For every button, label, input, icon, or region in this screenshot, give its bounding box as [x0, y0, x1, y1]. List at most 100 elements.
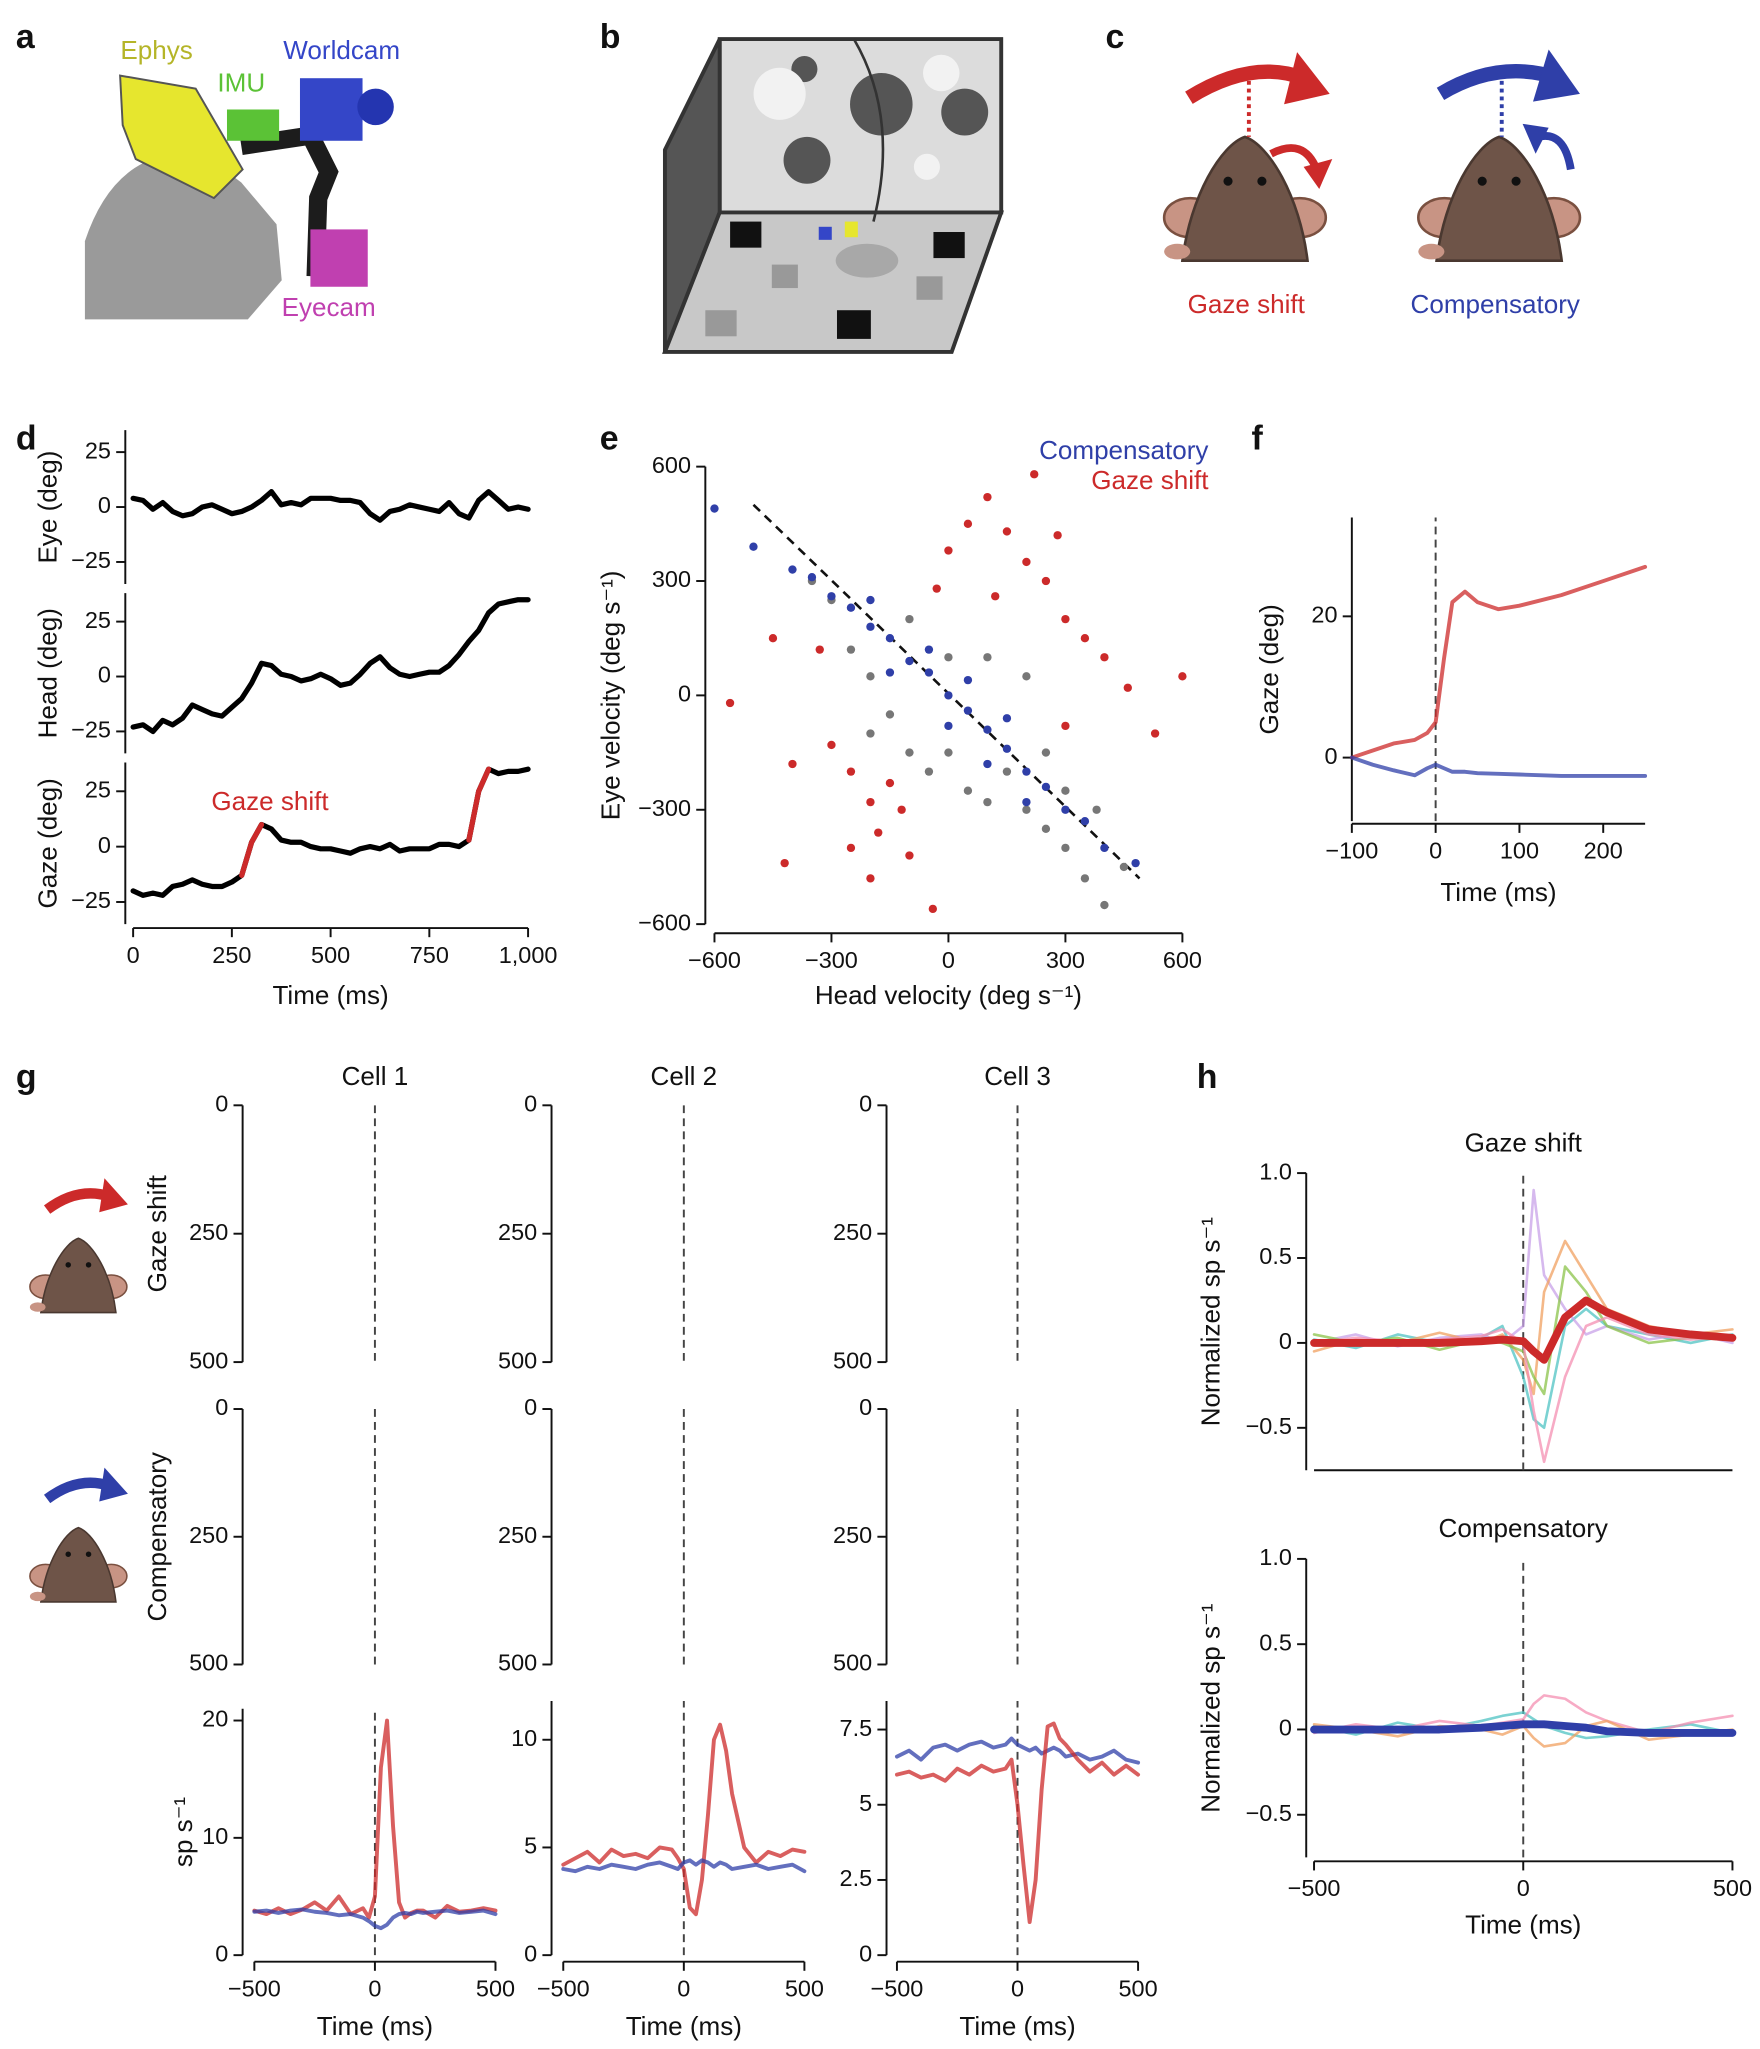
scatter-point [991, 592, 1000, 601]
arrow-head [1284, 52, 1330, 105]
y-tick-label: 0 [215, 1091, 228, 1117]
device-label: Ephys [120, 35, 192, 65]
y-tick-label: 10 [511, 1725, 537, 1751]
device-label: Eyecam [282, 292, 376, 322]
scatter-point [905, 851, 914, 860]
scatter-point [897, 805, 906, 814]
scatter-point [780, 858, 789, 868]
y-tick-label: 250 [189, 1522, 228, 1548]
scatter-point [905, 748, 914, 757]
scatter-point [1002, 527, 1012, 536]
line-series [1349, 755, 1648, 778]
y-tick-label: 20 [1311, 602, 1337, 628]
scatter-point [874, 828, 883, 837]
scatter-point [1061, 843, 1070, 853]
line-series [130, 597, 531, 735]
scatter-point [963, 786, 973, 795]
scatter-point [1080, 634, 1090, 643]
panel-label: f [1251, 420, 1263, 458]
scatter-point [924, 668, 934, 677]
line-series [1312, 1307, 1734, 1430]
mouse-head [29, 1237, 128, 1314]
scatter-point [1002, 744, 1012, 753]
block [730, 221, 762, 248]
scatter-point [885, 710, 895, 719]
y-tick-label: −0.5 [1246, 1413, 1292, 1439]
scatter-point [788, 565, 797, 574]
y-tick-label: 0 [859, 1394, 872, 1420]
scatter-point [983, 759, 992, 769]
scatter-point [983, 797, 992, 807]
scatter-point [815, 645, 824, 654]
y-tick-label: 20 [202, 1706, 228, 1732]
y-tick-label: −300 [638, 795, 691, 821]
x-axis-label: Time (ms) [317, 2011, 433, 2041]
scatter-point [1061, 786, 1070, 795]
scatter-point [827, 592, 836, 601]
tether [852, 38, 885, 222]
scatter-point [866, 797, 875, 807]
y-tick-label: 300 [652, 566, 691, 592]
line-series [1349, 564, 1648, 760]
scatter-point [1022, 672, 1031, 681]
scatter-point [1030, 470, 1039, 479]
scatter-point [866, 729, 875, 738]
x-tick-label: 0 [942, 947, 955, 973]
y-tick-label: 0.5 [1259, 1243, 1292, 1269]
scatter-point [1002, 767, 1012, 776]
scatter-point [866, 874, 875, 883]
scatter-point [905, 614, 914, 624]
block [705, 310, 737, 337]
scatter-point [1041, 782, 1051, 792]
ephys-part [844, 221, 858, 238]
device-label: Worldcam [283, 35, 400, 65]
x-tick-label: 0 [1517, 1875, 1530, 1901]
x-tick-label: −300 [805, 947, 858, 973]
scatter-point [1100, 653, 1109, 662]
wall-spot [913, 153, 940, 180]
y-tick-label: 500 [189, 1650, 228, 1676]
reference-line [752, 503, 1141, 880]
y-axis-label: Gaze (deg) [1254, 604, 1284, 734]
wall-spot [850, 72, 913, 136]
x-tick-label: −100 [1325, 838, 1378, 864]
scatter-point [963, 706, 973, 715]
arena-illustration [662, 37, 1004, 354]
raster-icons [29, 1178, 128, 1603]
x-tick-label: 0 [368, 1976, 381, 2002]
wall-spot [753, 67, 806, 120]
scatter-point [866, 595, 875, 605]
scatter-point [846, 603, 856, 612]
y-tick-label: 500 [498, 1347, 537, 1373]
scatter-point [885, 634, 895, 643]
y-axis-label: Normalized sp s⁻¹ [1195, 1603, 1225, 1812]
y-tick-label: 0 [98, 662, 111, 688]
scatter-point [827, 740, 836, 750]
y-tick-label: 0 [524, 1091, 537, 1117]
y-tick-label: 250 [498, 1219, 537, 1245]
y-tick-label: −0.5 [1246, 1800, 1292, 1826]
movement-illustration: Gaze shift Compensatory [1162, 49, 1582, 319]
y-tick-label: −25 [71, 717, 111, 743]
scatter-point [846, 767, 856, 776]
y-tick-label: 250 [833, 1219, 872, 1245]
x-axis-label: Time (ms) [959, 2011, 1075, 2041]
x-tick-label: −600 [688, 947, 741, 973]
scatter-point [905, 656, 914, 666]
x-tick-label: 0 [1011, 1976, 1024, 2002]
line-series [894, 1736, 1141, 1765]
panel-label: g [16, 1058, 37, 1096]
eye-arrow [1537, 132, 1575, 171]
x-tick-label: 600 [1163, 947, 1202, 973]
x-tick-label: 500 [1713, 1875, 1752, 1901]
scatter-point [924, 645, 934, 654]
movement-label: Gaze shift [1188, 289, 1306, 319]
scatter-point [710, 504, 719, 513]
block [916, 276, 943, 300]
x-tick-label: −500 [1288, 1875, 1341, 1901]
y-tick-label: 250 [498, 1522, 537, 1548]
scatter-point [1178, 672, 1187, 681]
x-axis-label: Time (ms) [626, 2011, 742, 2041]
